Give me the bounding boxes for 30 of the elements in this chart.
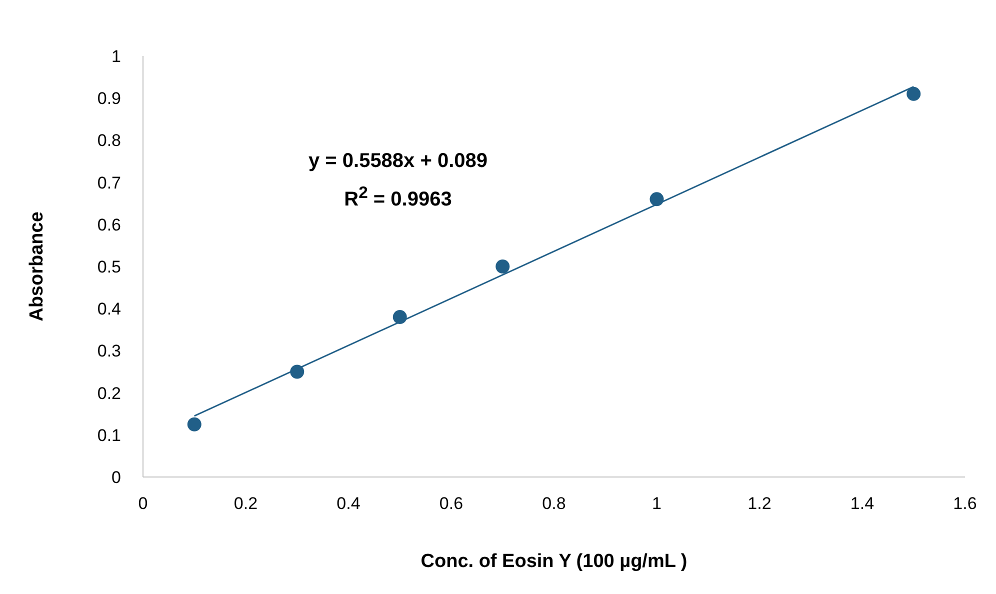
x-tick-label: 0.8 bbox=[542, 494, 566, 514]
point bbox=[290, 364, 304, 379]
y-tick-label: 0.8 bbox=[97, 131, 121, 150]
x-tick-label: 0.4 bbox=[336, 494, 360, 514]
annotation: y = 0.5588x + 0.089 bbox=[307, 149, 489, 174]
point bbox=[650, 192, 664, 206]
x-tick-label: 0.2 bbox=[234, 494, 258, 514]
y-tick-label: 0.5 bbox=[97, 258, 121, 277]
y-tick-label: 0.4 bbox=[97, 300, 121, 319]
y-tick-label: 0.3 bbox=[97, 342, 121, 361]
x-tick-label: 1.4 bbox=[850, 494, 874, 514]
y-axis-title: Absorbance bbox=[26, 212, 48, 322]
y-tick-label: 0.1 bbox=[97, 426, 121, 445]
x-tick-label: 1 bbox=[652, 494, 662, 514]
x-tick-label: 0.6 bbox=[439, 494, 464, 514]
x-tick-label: 0 bbox=[138, 494, 148, 514]
y-tick-label: 1 bbox=[112, 47, 121, 66]
y-tick-label: 0.7 bbox=[97, 173, 121, 192]
point bbox=[187, 417, 202, 432]
x-tick-label: 1.2 bbox=[748, 494, 772, 514]
point bbox=[392, 310, 407, 324]
x-axis-title: Conc. of Eosin Y (100 µg/mL ) bbox=[420, 551, 688, 572]
point bbox=[906, 86, 921, 101]
y-tick-label: 0.6 bbox=[97, 215, 121, 234]
y-tick-label: 0 bbox=[112, 468, 121, 488]
y-tick-label: 0.9 bbox=[97, 89, 121, 108]
x-tick-label: 1.6 bbox=[953, 494, 977, 514]
y-tick-label: 0.2 bbox=[97, 384, 121, 403]
point bbox=[496, 260, 510, 274]
annotation: R$^{2}$ = 0.9963 bbox=[343, 182, 453, 213]
